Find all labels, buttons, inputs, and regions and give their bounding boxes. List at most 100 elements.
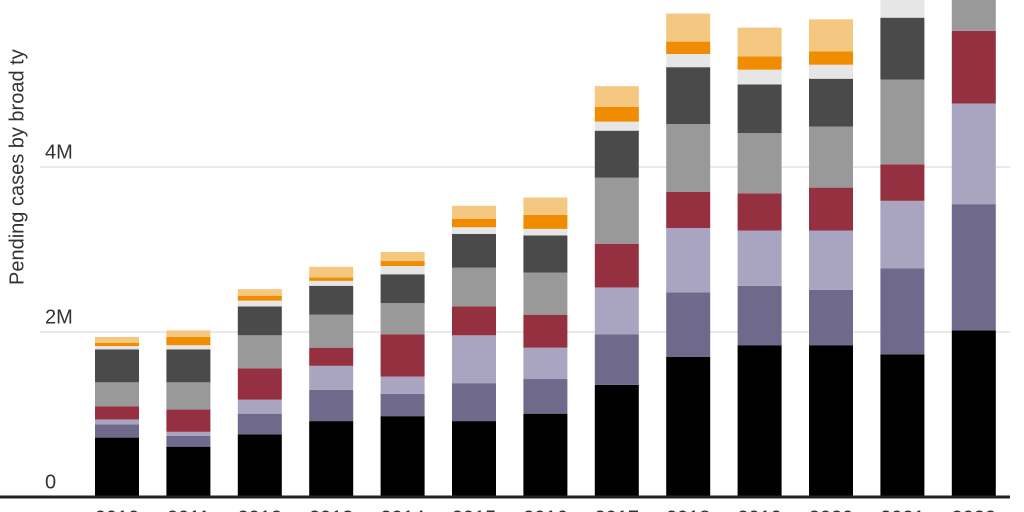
bar-segment (666, 228, 711, 293)
bar-segment (380, 334, 425, 377)
bar-segment (666, 124, 711, 192)
bar-segment (166, 431, 211, 436)
bar-segment (809, 51, 853, 65)
bar-segment (237, 399, 282, 414)
bar-segment (309, 389, 354, 422)
bar-segment (737, 345, 782, 497)
bar-segment (380, 261, 425, 266)
bar-segment (95, 382, 139, 407)
bar-segment (737, 69, 782, 85)
bar-segment (166, 409, 211, 432)
bar-segment (95, 349, 139, 383)
bar-segment (880, 0, 925, 18)
bar-segment (666, 41, 711, 54)
bar-segment (237, 306, 282, 336)
bar-segment (594, 130, 639, 178)
bar-segment (523, 347, 568, 380)
bar-segment (237, 300, 282, 307)
bar-segment (809, 345, 853, 497)
bar-segment (594, 384, 639, 497)
bar-segment (594, 86, 639, 107)
bar-segment (380, 416, 425, 497)
bar-segment (380, 266, 425, 275)
bar-segment (309, 365, 354, 390)
bar-segment (380, 274, 425, 304)
bar-segment (95, 342, 139, 347)
bar-segment (237, 295, 282, 301)
bar-segment (380, 251, 425, 262)
bar-segment (380, 303, 425, 335)
bar-segment (594, 106, 639, 122)
bar-segment (666, 356, 711, 497)
bar-segment (166, 349, 211, 383)
bar-segment (809, 289, 853, 346)
bar-segment (237, 335, 282, 369)
y-tick-label: 0 (45, 471, 56, 493)
y-tick-label: 4M (45, 141, 73, 163)
bar-segment (523, 197, 568, 215)
bar-segment (737, 84, 782, 134)
bar-segment (309, 277, 354, 281)
bar-segment (880, 17, 925, 80)
bar-segment (809, 78, 853, 127)
bar-segment (737, 230, 782, 286)
bar-segment (523, 228, 568, 236)
bar-segment (666, 53, 711, 68)
bar-segment (237, 289, 282, 296)
y-tick-label: 2M (45, 306, 73, 328)
bar-segment (523, 214, 568, 229)
x-tick-label: 2015 (452, 507, 497, 512)
bar-segment (951, 0, 996, 31)
bar-segment (452, 233, 496, 268)
bar-segment (523, 272, 568, 315)
bar-segment (666, 292, 711, 357)
bar-segment (523, 413, 568, 497)
bar-segment (166, 330, 211, 337)
bar-segment (237, 434, 282, 497)
bar-segment (309, 421, 354, 497)
bar-segment (809, 126, 853, 188)
bar-segment (666, 13, 711, 42)
bar-segment (523, 235, 568, 273)
x-tick-label: 2017 (595, 507, 640, 512)
bar-segment (737, 285, 782, 346)
bar-segment (452, 421, 496, 497)
bar-segment (880, 200, 925, 269)
bar-segment (880, 79, 925, 165)
bar-segment (166, 382, 211, 410)
bar-segment (951, 330, 996, 497)
bar-segment (452, 227, 496, 234)
x-tick-label: 2014 (380, 507, 425, 512)
bar-segment (237, 413, 282, 435)
x-tick-label: 2018 (666, 507, 711, 512)
x-tick-label: 2011 (167, 507, 210, 512)
bar-segment (166, 446, 211, 497)
bar-segment (594, 287, 639, 335)
bar-segment (880, 354, 925, 497)
x-tick-label: 2021 (880, 507, 925, 512)
bar-segment (166, 435, 211, 447)
bar-segment (166, 336, 211, 346)
bar-segment (594, 243, 639, 288)
bar-segment (666, 67, 711, 125)
bar-segment (95, 406, 139, 420)
bar-segment (737, 27, 782, 57)
bar-segment (594, 121, 639, 131)
bar-segment (880, 268, 925, 355)
y-axis-label: Pending cases by broad ty (6, 49, 28, 285)
bar-segment (452, 205, 496, 219)
bar-segment (452, 218, 496, 228)
bar-segment (737, 56, 782, 70)
bar-segment (95, 346, 139, 350)
bar-segment (309, 285, 354, 315)
bar-segment (95, 419, 139, 425)
bar-segment (951, 30, 996, 104)
bar-segment (452, 335, 496, 384)
bar-segment (594, 334, 639, 385)
bar-segment (95, 437, 139, 497)
bar-segment (452, 306, 496, 336)
bar-segment (309, 347, 354, 366)
bar-segment (594, 177, 639, 244)
bar-segment (951, 204, 996, 331)
